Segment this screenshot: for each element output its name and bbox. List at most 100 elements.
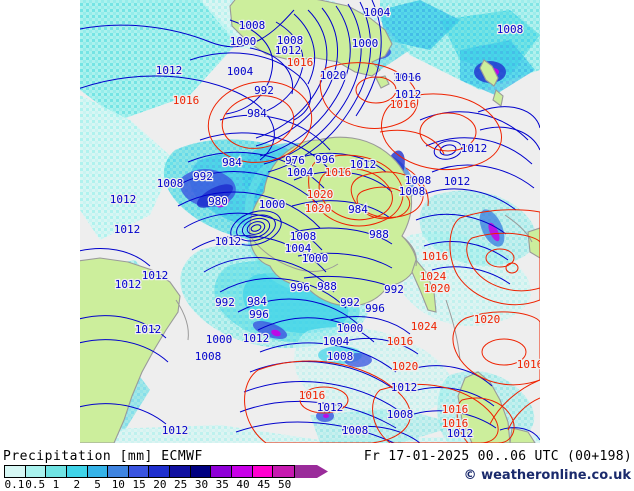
- contour-label: 984: [222, 156, 242, 169]
- contour-label: 1008: [327, 350, 354, 363]
- contour-label: 1004: [323, 335, 350, 348]
- contour-label-halo: 980: [208, 195, 228, 208]
- forecast-run-info: Fr 17-01-2025 00..06 UTC (00+198): [363, 449, 632, 464]
- colorbar-tick-35: 35: [215, 478, 229, 491]
- contour-label-halo: 1016: [387, 335, 414, 348]
- contour-label: 1016: [442, 417, 469, 430]
- contour-label-halo: 992: [193, 170, 213, 183]
- contour-label-halo: 976: [285, 154, 305, 167]
- colorbar-tick-40: 40: [236, 478, 250, 491]
- contour-label: 992: [254, 84, 274, 97]
- contour-label: 1004: [364, 6, 391, 19]
- contour-label-halo: 1012: [110, 193, 137, 206]
- contour-label-halo: 1008: [342, 424, 369, 437]
- contour-label-halo: 1016: [287, 56, 314, 69]
- contour-label: 1016: [299, 389, 326, 402]
- colorbar-tick-10: 10: [111, 478, 125, 491]
- colorbar-swatch-10: [108, 466, 129, 477]
- contour-label-halo: 1016: [442, 417, 469, 430]
- contour-label: 1016: [325, 166, 352, 179]
- colorbar-overflow-arrow: [295, 465, 328, 478]
- contour-label: 1016: [422, 250, 449, 263]
- colorbar-tick-20: 20: [153, 478, 167, 491]
- colorbar-swatches: [4, 465, 295, 478]
- contour-label-halo: 1008: [405, 174, 432, 187]
- contour-label-halo: 1008: [277, 34, 304, 47]
- precipitation-colorbar[interactable]: 0.1 0.5 1 2 5 10 15 20 25 30 35 40 45 50: [4, 465, 328, 491]
- contour-label: 992: [384, 283, 404, 296]
- contour-label: 1012: [115, 278, 142, 291]
- contour-label-halo: 1012: [135, 323, 162, 336]
- contour-label: 1016: [390, 98, 417, 111]
- contour-label: 1020: [307, 188, 334, 201]
- contour-label: 984: [348, 203, 368, 216]
- contour-label-halo: 1020: [392, 360, 419, 373]
- contour-label-halo: 1008: [157, 177, 184, 190]
- contour-label-halo: 984: [348, 203, 368, 216]
- legend-title: Precipitation [mm] ECMWF: [3, 449, 203, 464]
- colorbar-tick-15: 15: [132, 478, 146, 491]
- colorbar-swatch-25: [170, 466, 191, 477]
- contour-label: 1012: [162, 424, 189, 437]
- contour-label: 1000: [352, 37, 379, 50]
- contour-label: 1012: [243, 332, 270, 345]
- contour-label-halo: 1016: [422, 250, 449, 263]
- colorbar-tick-0.1: 0.1: [4, 478, 25, 491]
- contour-label-halo: 1004: [323, 335, 350, 348]
- colorbar-swatch-45: [252, 466, 274, 477]
- contour-label: 1008: [277, 34, 304, 47]
- contour-label: 1012: [461, 142, 488, 155]
- contour-label-halo: 1004: [364, 6, 391, 19]
- contour-label-halo: 1024: [411, 320, 438, 333]
- colorbar-tick-30: 30: [194, 478, 209, 491]
- contour-label-halo: 1008: [327, 350, 354, 363]
- contour-label: 1008: [195, 350, 222, 363]
- contour-label: 1008: [387, 408, 414, 421]
- contour-label-halo: 996: [249, 308, 269, 321]
- contour-label: 1016: [173, 94, 200, 107]
- colorbar-tick-45: 45: [257, 478, 271, 491]
- colorbar-swatch-20: [149, 466, 171, 477]
- isobars-high: [207, 62, 540, 443]
- colorbar-tick-labels: 0.1 0.5 1 2 5 10 15 20 25 30 35 40 45 50: [4, 478, 296, 491]
- contour-label: 1012: [114, 223, 141, 236]
- contour-label: 980: [208, 195, 228, 208]
- colorbar-swatch-5: [87, 466, 109, 477]
- colorbar-tick-5: 5: [94, 478, 101, 491]
- contour-label-halo: 1008: [387, 408, 414, 421]
- contour-label: 1020: [474, 313, 501, 326]
- colorbar-swatch-15: [128, 466, 150, 477]
- contour-label: 1024: [411, 320, 438, 333]
- contour-label-halo: 1016: [442, 403, 469, 416]
- contour-label: 1016: [395, 71, 422, 84]
- map-canvas[interactable]: 1008 1008 1004 1004 1000 1000 1008 1008 1000 1000…: [80, 0, 540, 443]
- contour-label-halo: 992: [384, 283, 404, 296]
- colorbar-swatch-30: [190, 466, 212, 477]
- contour-label: 1012: [275, 44, 302, 57]
- contour-label: 1000: [230, 35, 257, 48]
- contour-label: 1008: [405, 174, 432, 187]
- contour-label: 996: [290, 281, 310, 294]
- contour-label-halo: 1020: [474, 313, 501, 326]
- contour-label-halo: 1004: [227, 65, 254, 78]
- contour-label-halo: 1004: [285, 242, 312, 255]
- contour-label: 1004: [227, 65, 254, 78]
- contour-label: 1012: [350, 158, 377, 171]
- contour-label-halo: 1012: [142, 269, 169, 282]
- contour-label: 1016: [287, 56, 314, 69]
- colorbar-tick-25: 25: [174, 478, 188, 491]
- contour-label: 1016: [442, 403, 469, 416]
- contour-label-halo: 1016: [299, 389, 326, 402]
- contour-label: 1020: [305, 202, 332, 215]
- contour-label-halo: 1008: [195, 350, 222, 363]
- contour-label-halo: 1012: [275, 44, 302, 57]
- contour-label: 1008: [342, 424, 369, 437]
- contour-label-halo: 1012: [115, 278, 142, 291]
- contour-label: 1020: [392, 360, 419, 373]
- contour-label: 1024: [420, 270, 447, 283]
- contour-label: 996: [249, 308, 269, 321]
- contour-label: 1000: [302, 252, 329, 265]
